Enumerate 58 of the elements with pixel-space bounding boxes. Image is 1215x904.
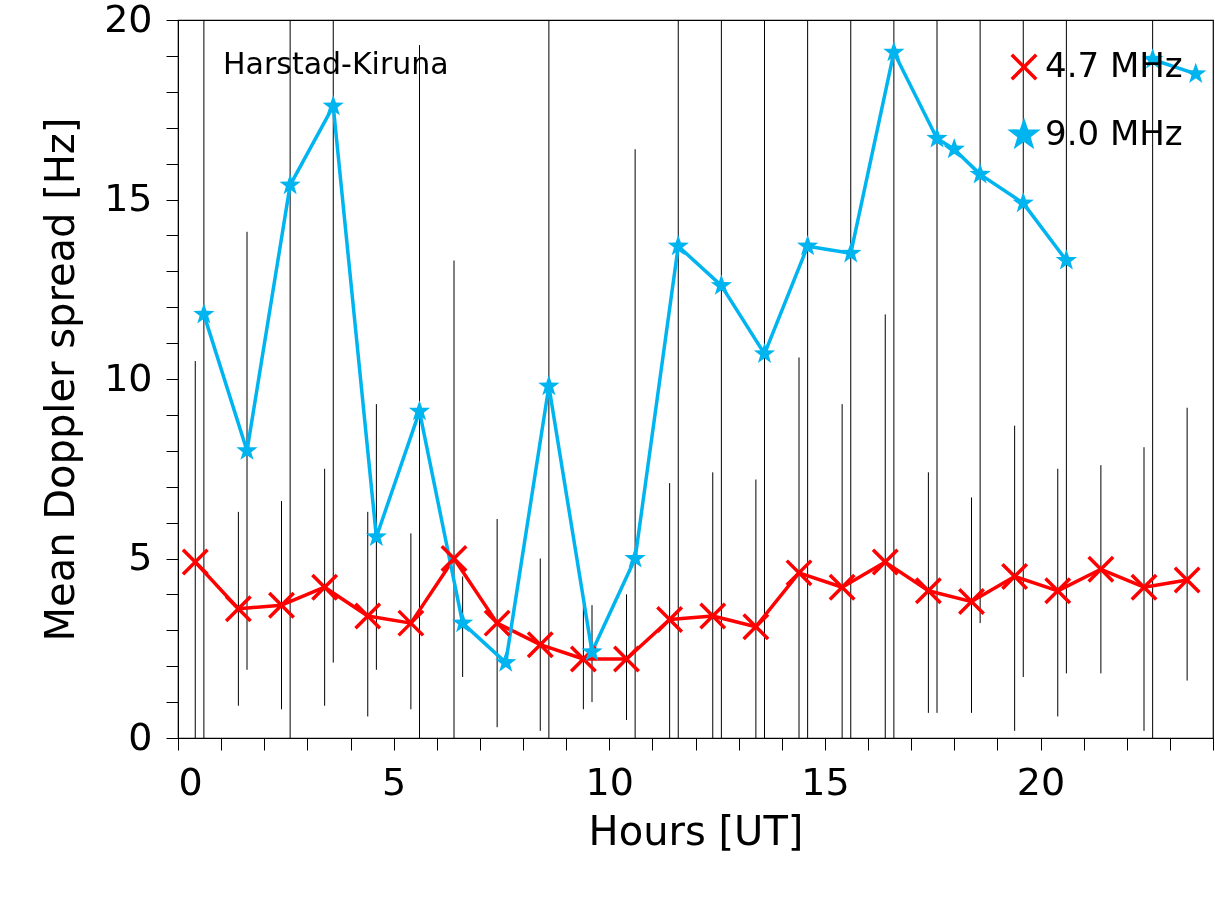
point [408,400,431,421]
point [1185,62,1207,83]
point [353,601,382,630]
y-tick-label: 10 [104,355,153,400]
point [914,576,943,605]
point [365,525,388,547]
x-tick-label: 15 [801,759,850,804]
point [828,573,857,602]
x-tick-label: 5 [382,759,407,804]
point [612,645,641,674]
y-axis-title: Mean Doppler spread [Hz] [37,117,84,642]
x-tick-label: 10 [585,759,634,804]
point [236,439,258,460]
y-tick-label: 15 [104,176,153,220]
point [785,558,813,587]
point [181,548,210,577]
point [943,138,965,159]
x-axis-title: Hours [UT] [588,807,804,854]
point [1173,566,1202,595]
point [267,591,296,620]
point [396,609,425,638]
point [1055,249,1078,270]
y-tick-label: 5 [128,535,153,579]
y-tick-label: 0 [128,714,153,759]
point [526,630,555,659]
point [969,163,991,184]
point [538,375,560,396]
point [926,127,948,148]
x-tick-label: 0 [178,759,203,804]
point [871,548,900,577]
point [451,611,474,633]
point [624,547,646,568]
point [279,173,301,195]
point [322,94,344,116]
point [655,605,684,634]
x-tick-label: 20 [1016,759,1066,804]
point [698,601,727,630]
point [741,612,770,641]
point [796,234,819,256]
point [667,234,689,256]
point [840,242,862,263]
point [883,41,905,62]
point [581,640,603,661]
point [957,587,986,616]
point [710,274,733,295]
point [440,544,468,573]
point [1130,573,1158,602]
point [1000,562,1029,591]
point [753,342,776,363]
point [1012,191,1034,213]
point [224,594,253,623]
point [1086,555,1115,584]
point [193,303,215,324]
point [1043,576,1072,605]
point [310,573,339,602]
point [495,651,517,672]
y-tick-label: 20 [104,0,153,41]
point [483,609,512,638]
